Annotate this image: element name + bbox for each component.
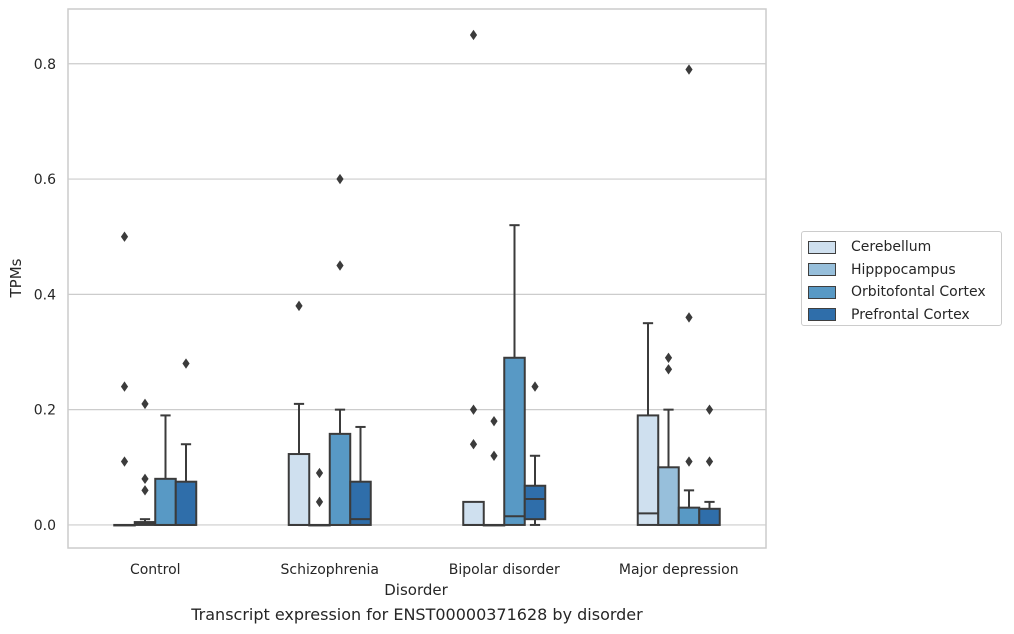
x-tick-label: Bipolar disorder bbox=[449, 562, 560, 578]
box bbox=[462, 500, 485, 526]
legend-swatch-hippocampus bbox=[808, 263, 836, 277]
outlier-point bbox=[685, 456, 693, 467]
box-group bbox=[657, 352, 680, 526]
y-tick-label: 0.0 bbox=[34, 518, 56, 534]
box bbox=[287, 453, 311, 526]
legend-label-hippocampus: Hipppocampus bbox=[851, 261, 956, 278]
outlier-point bbox=[120, 381, 129, 392]
plot-marks bbox=[113, 29, 721, 527]
box bbox=[174, 480, 198, 526]
box-group bbox=[328, 173, 352, 526]
box bbox=[503, 356, 526, 526]
outlier-point bbox=[469, 404, 478, 415]
box bbox=[328, 432, 352, 526]
chart-caption: Transcript expression for ENST0000037162… bbox=[191, 605, 643, 624]
outlier-point bbox=[685, 312, 693, 323]
legend: Cerebellum Hipppocampus Orbitofontal Cor… bbox=[801, 231, 1002, 326]
outlier-point bbox=[336, 260, 344, 271]
legend-label-orbitofrontal-cortex: Orbitofontal Cortex bbox=[851, 284, 986, 301]
x-tick-label: Schizophrenia bbox=[281, 562, 379, 578]
box bbox=[677, 506, 701, 526]
legend-item-cerebellum: Cerebellum bbox=[808, 236, 1001, 259]
box-group bbox=[636, 322, 660, 526]
gridlines bbox=[68, 63, 766, 526]
box bbox=[657, 466, 680, 526]
box bbox=[154, 477, 177, 526]
x-tick-label: Major depression bbox=[619, 562, 739, 578]
legend-swatch-orbitofrontal-cortex bbox=[808, 285, 836, 299]
outlier-point bbox=[182, 358, 190, 369]
legend-item-orbitofrontal-cortex: Orbitofontal Cortex bbox=[808, 281, 1001, 304]
axes: 0.0 0.2 0.4 0.6 0.8 Control Schizophrenia Bipol… bbox=[34, 57, 739, 578]
outlier-point bbox=[664, 352, 673, 363]
legend-label-cerebellum: Cerebellum bbox=[851, 239, 932, 256]
outlier-point bbox=[315, 496, 324, 508]
box bbox=[636, 414, 660, 526]
outlier-point bbox=[141, 398, 149, 410]
outlier-point bbox=[490, 450, 498, 461]
x-axis-title: Disorder bbox=[384, 581, 448, 599]
outlier-point bbox=[490, 415, 498, 427]
box bbox=[523, 484, 547, 521]
y-tick-label: 0.4 bbox=[34, 287, 56, 303]
box-group bbox=[523, 381, 547, 526]
box bbox=[349, 480, 372, 526]
box-group bbox=[174, 358, 198, 526]
outlier-point bbox=[469, 29, 478, 41]
legend-swatch-prefrontal-cortex bbox=[808, 308, 836, 322]
outlier-point bbox=[531, 381, 539, 392]
legend-item-prefrontal-cortex: Prefrontal Cortex bbox=[808, 304, 1001, 327]
outlier-point bbox=[141, 473, 149, 485]
y-axis-title: TPMs bbox=[7, 258, 25, 298]
legend-label-prefrontal-cortex: Prefrontal Cortex bbox=[851, 306, 970, 323]
box-group bbox=[349, 425, 372, 526]
box-group bbox=[308, 467, 331, 527]
outlier-point bbox=[664, 364, 673, 375]
box-group bbox=[503, 224, 526, 526]
outlier-point bbox=[295, 300, 303, 312]
box bbox=[698, 507, 721, 526]
y-tick-label: 0.2 bbox=[34, 403, 56, 419]
legend-item-hippocampus: Hipppocampus bbox=[808, 259, 1001, 282]
legend-swatch-cerebellum bbox=[808, 240, 836, 254]
outlier-point bbox=[705, 404, 714, 415]
plot-area-frame bbox=[67, 8, 767, 549]
y-tick-label: 0.8 bbox=[34, 57, 56, 73]
outlier-point bbox=[120, 456, 129, 467]
outlier-point bbox=[685, 64, 693, 75]
box-group bbox=[133, 398, 157, 526]
outlier-point bbox=[141, 485, 149, 496]
x-tick-label: Control bbox=[130, 562, 181, 578]
box-group bbox=[113, 231, 136, 527]
y-tick-label: 0.6 bbox=[34, 172, 56, 188]
outlier-point bbox=[469, 439, 478, 450]
box-group bbox=[698, 404, 721, 526]
outlier-point bbox=[705, 456, 714, 467]
box-group bbox=[287, 300, 311, 526]
outlier-point bbox=[315, 467, 324, 479]
box-group bbox=[154, 414, 177, 526]
box-group bbox=[482, 415, 506, 527]
outlier-point bbox=[120, 231, 129, 242]
outlier-point bbox=[336, 173, 344, 185]
box-group bbox=[462, 29, 485, 526]
